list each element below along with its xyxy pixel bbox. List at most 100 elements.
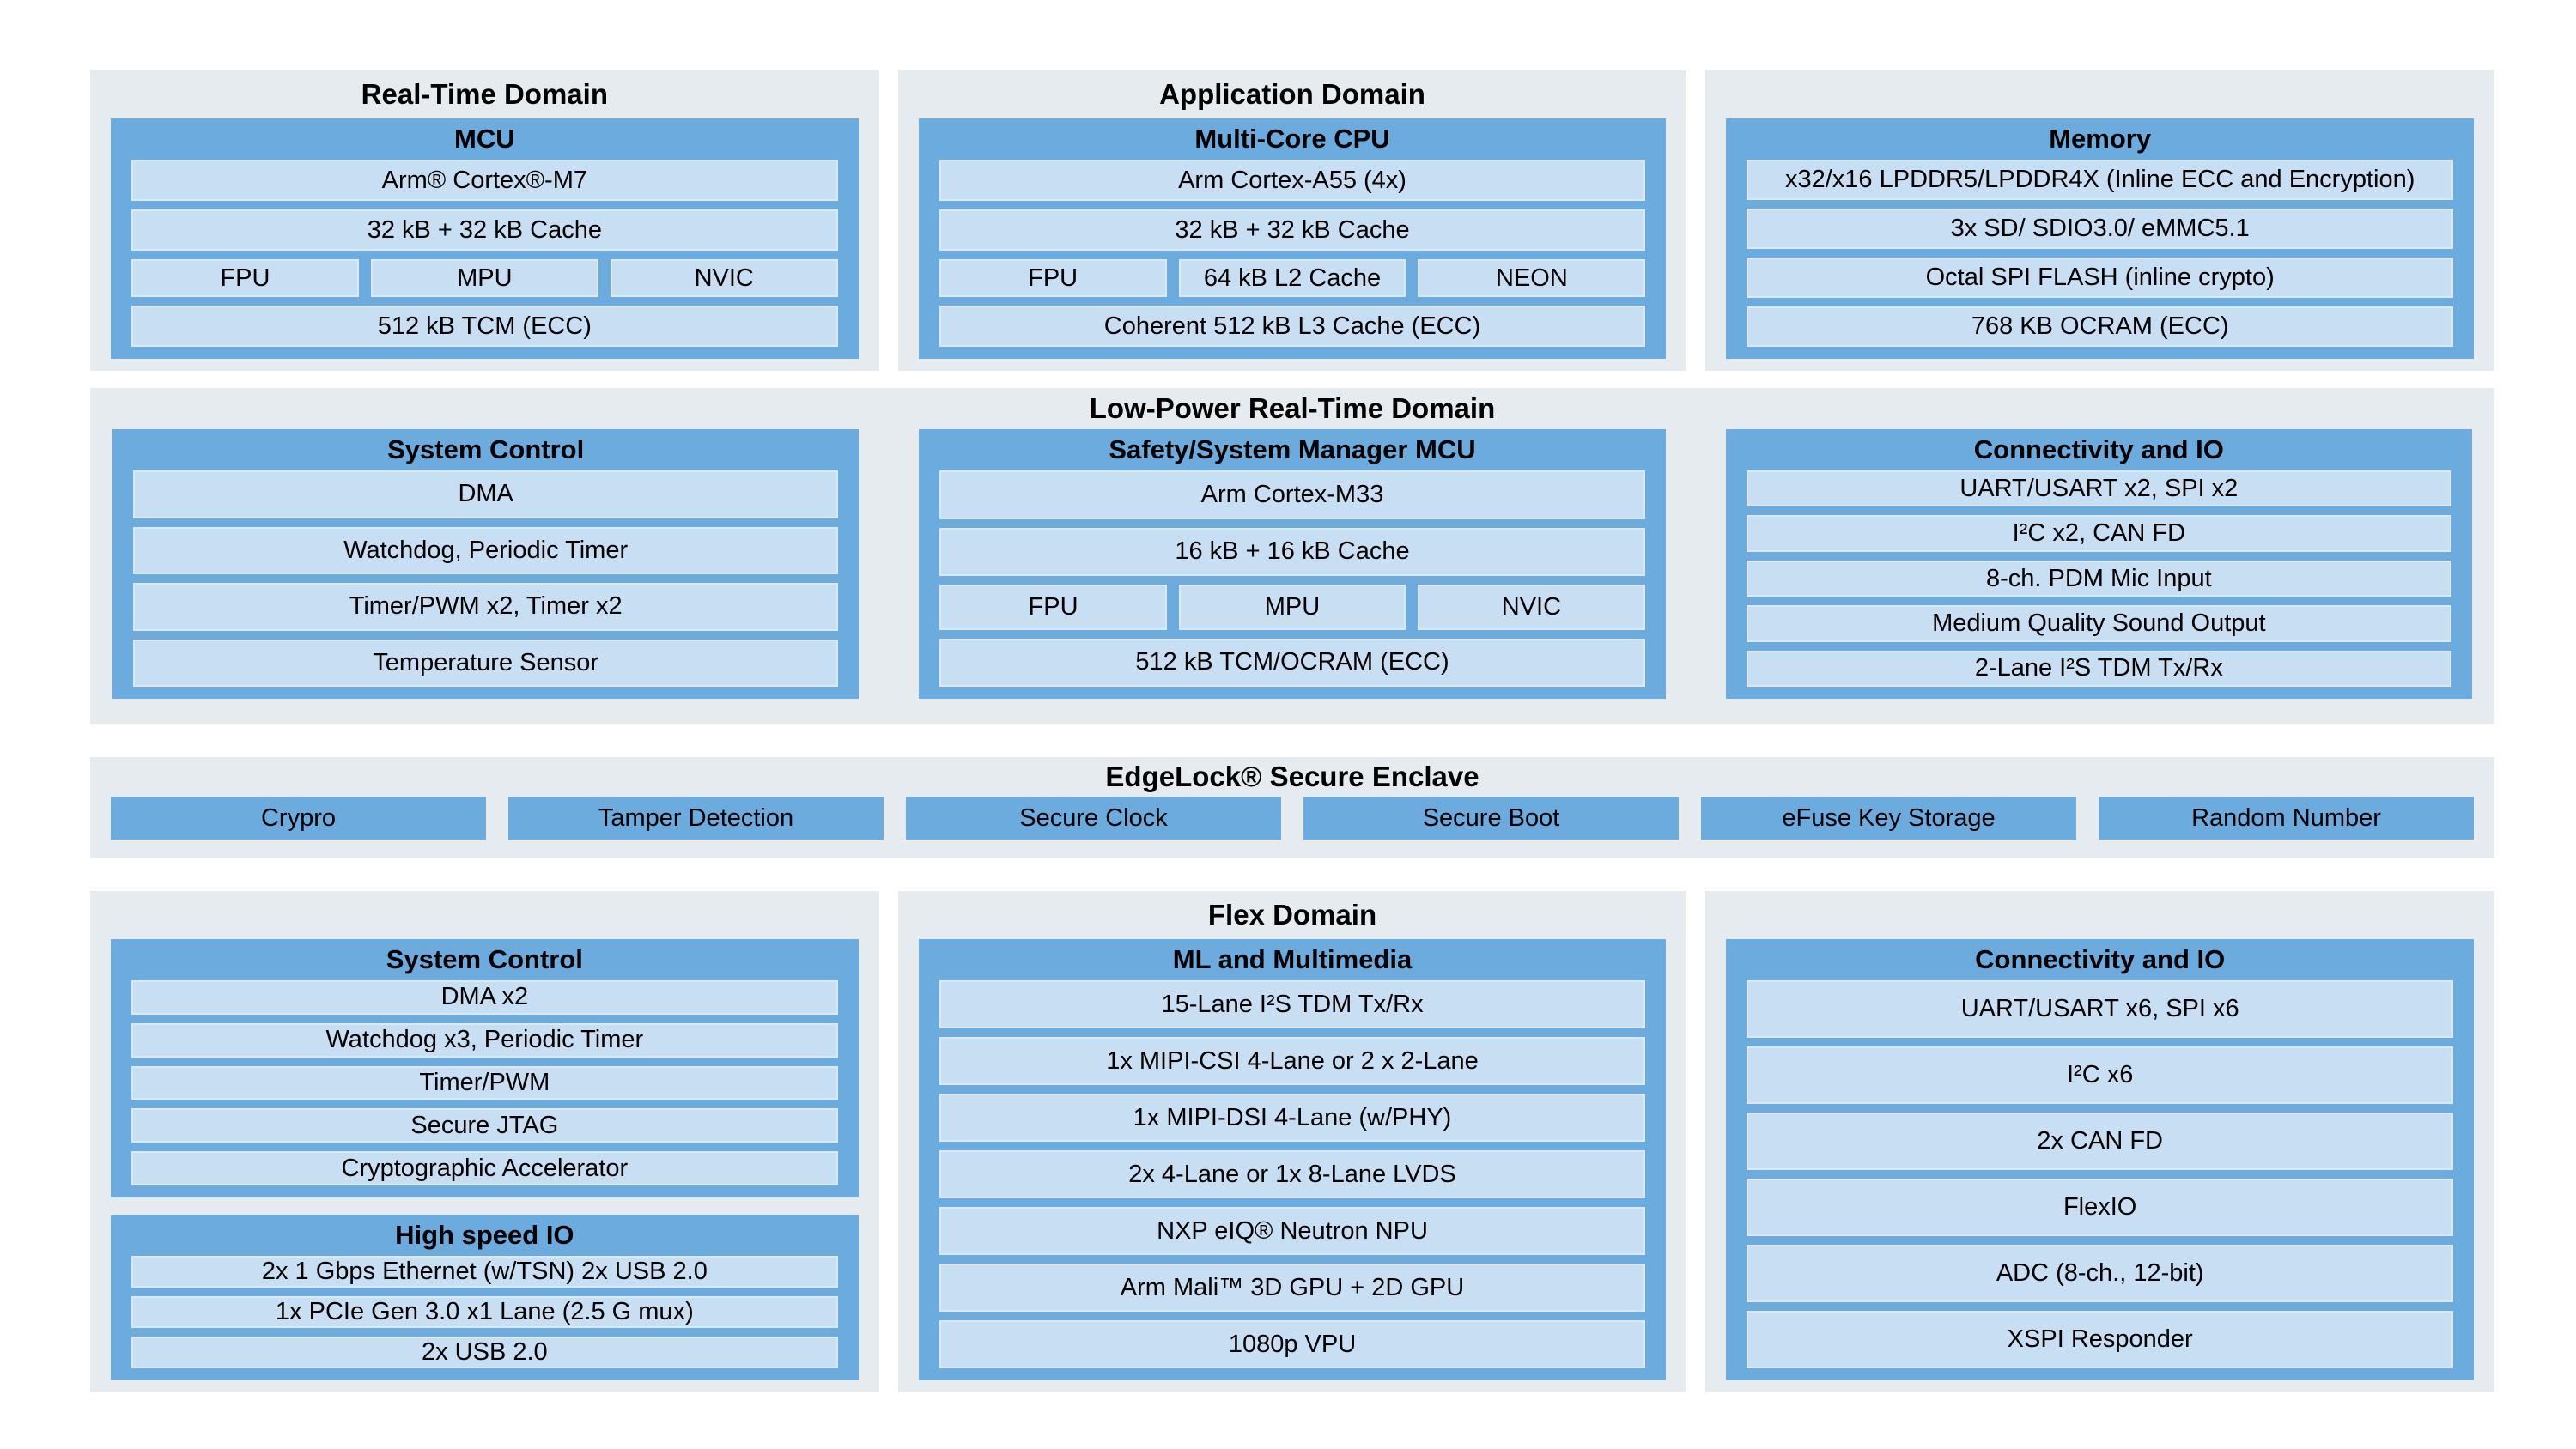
block-header-safety-mcu: Safety/System Manager MCU	[1109, 434, 1476, 464]
feature-cell: I²C x2, CAN FD	[1746, 515, 2451, 552]
safety-mcu-cells: Arm Cortex-M33 16 kB + 16 kB Cache FPU M…	[939, 470, 1645, 687]
feature-cell: MPU	[370, 259, 598, 297]
feature-cell: Arm Cortex-A55 (4x)	[939, 160, 1646, 201]
domain-title-flex: Flex Domain	[1207, 899, 1377, 931]
enclave-block-efuse-key-storage: eFuse Key Storage	[1701, 797, 2076, 840]
enclave-block-tamper-detection: Tamper Detection	[508, 797, 884, 840]
cpu-cells: Arm Cortex-A55 (4x) 32 kB + 32 kB Cache …	[939, 160, 1646, 347]
block-multi-core-cpu: Multi-Core CPU Arm Cortex-A55 (4x) 32 kB…	[918, 118, 1667, 359]
feature-cell: 2x CAN FD	[1747, 1113, 2454, 1170]
enclave-block-crypro: Crypro	[111, 797, 486, 840]
feature-cell: 2-Lane I²S TDM Tx/Rx	[1746, 650, 2451, 688]
feature-cell: Arm Cortex-M33	[939, 470, 1645, 519]
feature-cell: UART/USART x6, SPI x6	[1747, 980, 2454, 1038]
connectivity-flex-cells: UART/USART x6, SPI x6 I²C x6 2x CAN FD F…	[1747, 980, 2454, 1368]
bottom-row: System Control DMA x2 Watchdog x3, Perio…	[90, 891, 2495, 1392]
panel-memory: Memory x32/x16 LPDDR5/LPDDR4X (Inline EC…	[1705, 70, 2495, 371]
block-high-speed-io: High speed IO 2x 1 Gbps Ethernet (w/TSN)…	[111, 1215, 859, 1380]
panel-bottom-left: System Control DMA x2 Watchdog x3, Perio…	[90, 891, 879, 1392]
feature-cell: Medium Quality Sound Output	[1746, 605, 2451, 642]
block-connectivity-io-flex: Connectivity and IO UART/USART x6, SPI x…	[1726, 939, 2475, 1380]
feature-cell: XSPI Responder	[1747, 1311, 2454, 1368]
panel-title-spacer	[1726, 70, 2474, 118]
panel-application-domain: Application Domain Multi-Core CPU Arm Co…	[897, 70, 1687, 371]
system-control-cells: DMA Watchdog, Periodic Timer Timer/PWM x…	[133, 470, 839, 687]
top-row: Real-Time Domain MCU Arm® Cortex®-M7 32 …	[90, 70, 2495, 371]
ml-multimedia-cells: 15-Lane I²S TDM Tx/Rx 1x MIPI-CSI 4-Lane…	[939, 980, 1646, 1368]
panel-secure-enclave: EdgeLock® Secure Enclave Crypro Tamper D…	[90, 757, 2494, 858]
feature-cell: UART/USART x2, SPI x2	[1746, 470, 2451, 507]
feature-cell: 1080p VPU	[939, 1320, 1646, 1368]
block-safety-system-manager-mcu: Safety/System Manager MCU Arm Cortex-M33…	[919, 429, 1666, 699]
low-power-blocks: System Control DMA Watchdog, Periodic Ti…	[112, 429, 2472, 699]
feature-cell: 512 kB TCM (ECC)	[131, 306, 838, 347]
feature-cell: NXP eIQ® Neutron NPU	[939, 1207, 1646, 1255]
block-ml-and-multimedia: ML and Multimedia 15-Lane I²S TDM Tx/Rx …	[918, 939, 1667, 1380]
block-header-connectivity-io: Connectivity and IO	[1975, 944, 2226, 974]
panel-title-spacer	[1726, 891, 2474, 939]
feature-cell: NEON	[1418, 259, 1646, 297]
feature-cell: Cryptographic Accelerator	[131, 1151, 838, 1185]
block-system-control-lp: System Control DMA Watchdog, Periodic Ti…	[112, 429, 860, 699]
feature-cell: 32 kB + 32 kB Cache	[939, 209, 1646, 251]
block-header-connectivity-io: Connectivity and IO	[1973, 434, 2224, 464]
feature-cell: 2x 4-Lane or 1x 8-Lane LVDS	[939, 1150, 1646, 1198]
feature-cell: Arm® Cortex®-M7	[131, 160, 838, 201]
feature-cell: 3x SD/ SDIO3.0/ eMMC5.1	[1747, 209, 2454, 249]
feature-cell-row: FPU MPU NVIC	[939, 585, 1645, 630]
block-header-system-control: System Control	[386, 944, 583, 974]
block-memory: Memory x32/x16 LPDDR5/LPDDR4X (Inline EC…	[1726, 118, 2475, 359]
feature-cell: 2x USB 2.0	[131, 1337, 838, 1368]
panel-real-time-domain: Real-Time Domain MCU Arm® Cortex®-M7 32 …	[90, 70, 879, 371]
connectivity-lp-cells: UART/USART x2, SPI x2 I²C x2, CAN FD 8-c…	[1746, 470, 2451, 688]
feature-cell-row: FPU 64 kB L2 Cache NEON	[939, 259, 1646, 297]
block-header-ml-multimedia: ML and Multimedia	[1172, 944, 1413, 974]
feature-cell: ADC (8-ch., 12-bit)	[1747, 1245, 2454, 1302]
block-system-control-flex: System Control DMA x2 Watchdog x3, Perio…	[111, 939, 859, 1197]
feature-cell: DMA	[133, 470, 839, 518]
feature-cell: 2x 1 Gbps Ethernet (w/TSN) 2x USB 2.0	[131, 1256, 838, 1288]
feature-cell: Temperature Sensor	[133, 639, 839, 687]
block-mcu: MCU Arm® Cortex®-M7 32 kB + 32 kB Cache …	[111, 118, 859, 359]
feature-cell: FlexIO	[1747, 1179, 2454, 1236]
feature-cell: x32/x16 LPDDR5/LPDDR4X (Inline ECC and E…	[1747, 160, 2454, 200]
feature-cell: DMA x2	[131, 980, 838, 1015]
block-connectivity-io-lp: Connectivity and IO UART/USART x2, SPI x…	[1725, 429, 2472, 699]
feature-cell: 16 kB + 16 kB Cache	[939, 527, 1645, 576]
domain-title-application: Application Domain	[1159, 78, 1425, 110]
feature-cell: NVIC	[1418, 585, 1645, 630]
enclave-block-secure-boot: Secure Boot	[1303, 797, 1679, 840]
feature-cell: Watchdog x3, Periodic Timer	[131, 1022, 838, 1058]
domain-title-secure-enclave: EdgeLock® Secure Enclave	[1105, 761, 1479, 792]
domain-title-real-time: Real-Time Domain	[361, 78, 608, 110]
feature-cell: Timer/PWM x2, Timer x2	[133, 583, 839, 631]
soc-block-diagram: Real-Time Domain MCU Arm® Cortex®-M7 32 …	[90, 70, 2495, 1392]
feature-cell: Secure JTAG	[131, 1108, 838, 1143]
block-header-system-control: System Control	[387, 434, 585, 464]
feature-cell: MPU	[1178, 585, 1406, 630]
feature-cell: 1x MIPI-DSI 4-Lane (w/PHY)	[939, 1094, 1646, 1142]
feature-cell: 15-Lane I²S TDM Tx/Rx	[939, 980, 1646, 1028]
block-header-mcu: MCU	[454, 124, 515, 154]
mcu-cells: Arm® Cortex®-M7 32 kB + 32 kB Cache FPU …	[131, 160, 838, 347]
domain-title-low-power: Low-Power Real-Time Domain	[1089, 392, 1496, 424]
feature-cell: 32 kB + 32 kB Cache	[131, 209, 838, 251]
feature-cell: 768 KB OCRAM (ECC)	[1747, 306, 2454, 347]
feature-cell: Coherent 512 kB L3 Cache (ECC)	[939, 306, 1646, 347]
system-control-flex-cells: DMA x2 Watchdog x3, Periodic Timer Timer…	[131, 980, 838, 1185]
feature-cell: 1x PCIe Gen 3.0 x1 Lane (2.5 G mux)	[131, 1296, 838, 1328]
memory-cells: x32/x16 LPDDR5/LPDDR4X (Inline ECC and E…	[1747, 160, 2454, 347]
feature-cell: I²C x6	[1747, 1046, 2454, 1104]
feature-cell: FPU	[939, 259, 1167, 297]
feature-cell: Octal SPI FLASH (inline crypto)	[1747, 258, 2454, 298]
feature-cell: Arm Mali™ 3D GPU + 2D GPU	[939, 1264, 1646, 1312]
feature-cell-row: FPU MPU NVIC	[131, 259, 838, 297]
feature-cell: 64 kB L2 Cache	[1178, 259, 1406, 297]
enclave-block-random-number: Random Number	[2099, 797, 2474, 840]
high-speed-io-cells: 2x 1 Gbps Ethernet (w/TSN) 2x USB 2.0 1x…	[131, 1256, 838, 1368]
enclave-block-secure-clock: Secure Clock	[906, 797, 1281, 840]
feature-cell: Timer/PWM	[131, 1065, 838, 1100]
panel-bottom-right: Connectivity and IO UART/USART x6, SPI x…	[1705, 891, 2495, 1392]
feature-cell: NVIC	[610, 259, 838, 297]
feature-cell: FPU	[939, 585, 1167, 630]
